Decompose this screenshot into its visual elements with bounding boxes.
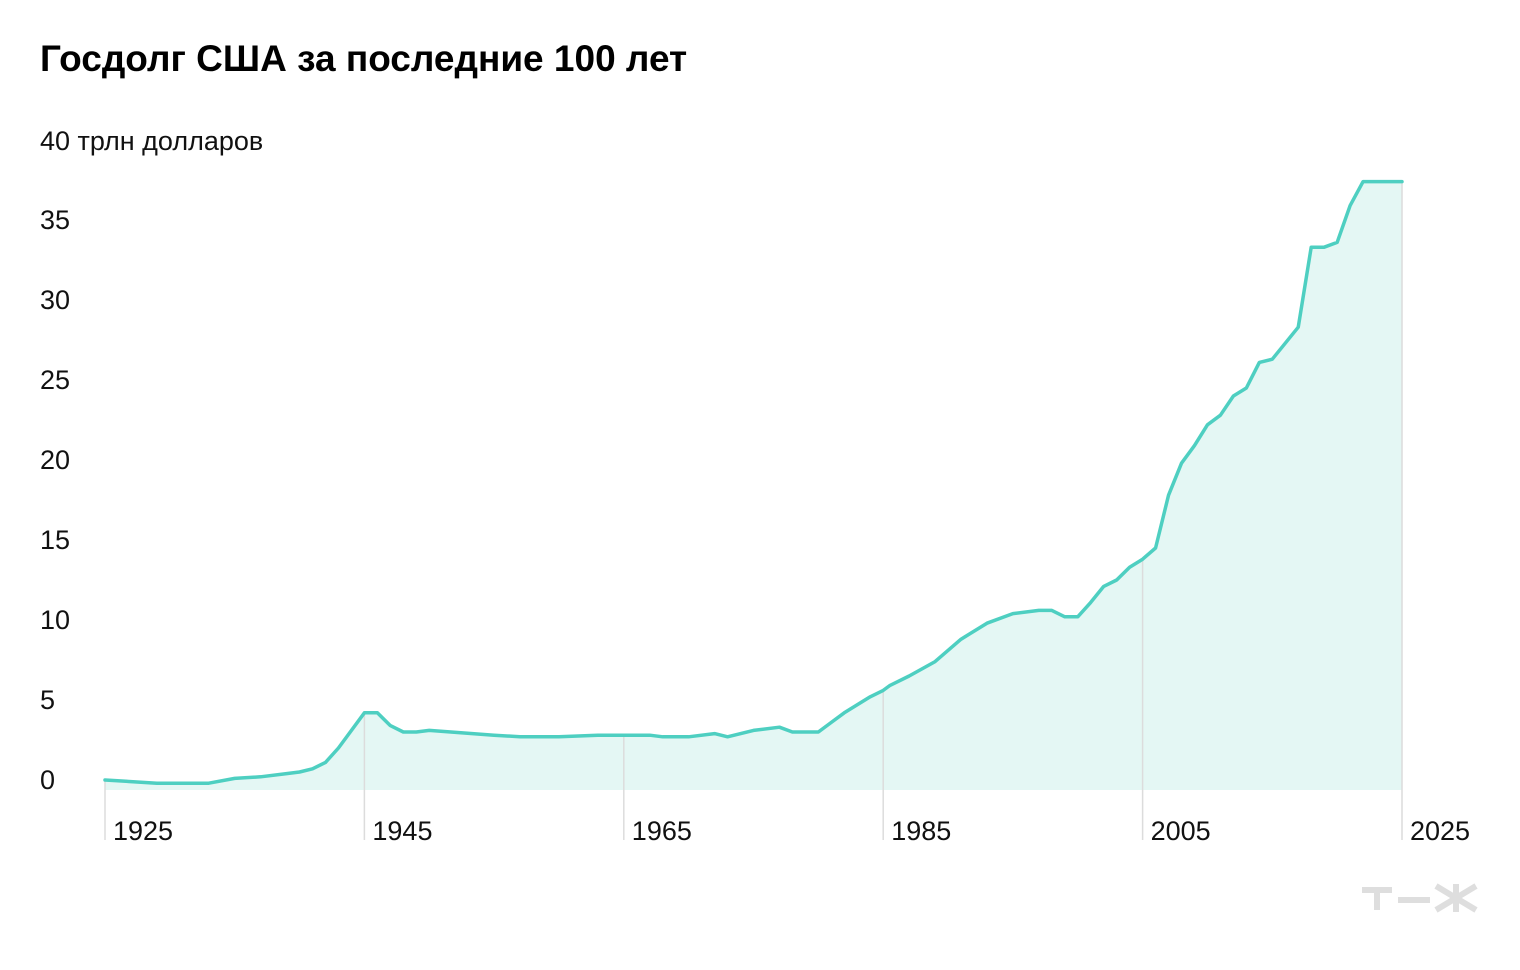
y-tick-label-20: 20 [40, 445, 70, 475]
y-tick-label-0: 0 [40, 765, 55, 795]
x-tick-label-2005: 2005 [1151, 816, 1211, 846]
x-tick-label-1925: 1925 [113, 816, 173, 846]
y-tick-label-35: 35 [40, 205, 70, 235]
y-tick-label-25: 25 [40, 365, 70, 395]
debt-line [103, 179, 1404, 785]
tzh-logo [1360, 880, 1480, 919]
x-tick-label-1965: 1965 [632, 816, 692, 846]
chart-title: Госдолг США за последние 100 лет [40, 38, 688, 79]
x-tick-label-2025: 2025 [1410, 816, 1470, 846]
y-tick-label-5: 5 [40, 685, 55, 715]
y-tick-label-30: 30 [40, 285, 70, 315]
debt-area-fill [105, 181, 1402, 791]
y-tick-label-15: 15 [40, 525, 70, 555]
x-tick-label-1985: 1985 [891, 816, 951, 846]
x-tick-label-1945: 1945 [372, 816, 432, 846]
y-axis-unit-label: 40 трлн долларов [40, 126, 263, 156]
y-tick-label-10: 10 [40, 605, 70, 635]
